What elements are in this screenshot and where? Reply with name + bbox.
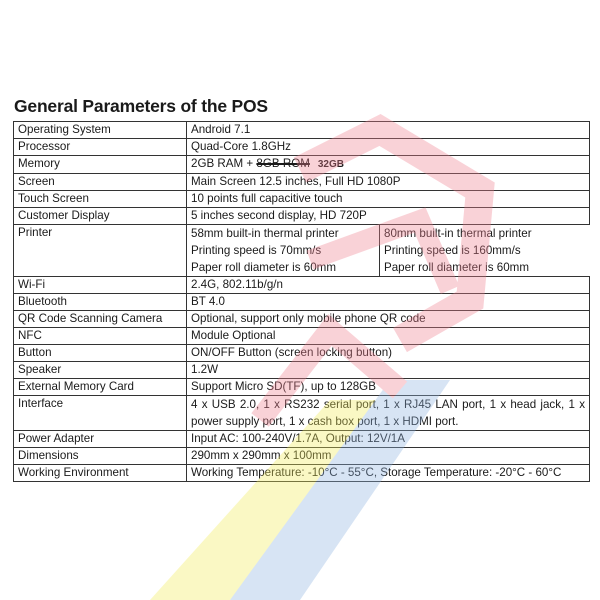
parameter-label: Working Environment <box>13 464 187 482</box>
table-row: Dimensions 290mm x 290mm x 100mm <box>13 447 590 465</box>
parameter-value: Input AC: 100-240V/1.7A, Output: 12V/1A <box>186 430 590 448</box>
table-row: Customer Display 5 inches second display,… <box>13 207 590 225</box>
table-row: Printer 58mm built-in thermal printer Prin… <box>13 224 590 277</box>
table-row: Speaker 1.2W <box>13 361 590 379</box>
parameter-value: 2.4G, 802.11b/g/n <box>186 276 590 294</box>
parameter-value: 58mm built-in thermal printer Printing sp… <box>187 225 590 277</box>
memory-value: 2GB RAM + <box>191 157 257 170</box>
parameter-value: 4 x USB 2.0, 1 x RS232 serial port, 1 x … <box>186 395 590 431</box>
parameter-value: Android 7.1 <box>186 121 590 139</box>
table-row: Screen Main Screen 12.5 inches, Full HD 1… <box>13 173 590 191</box>
page-title: General Parameters of the POS <box>14 96 268 116</box>
table-row: NFC Module Optional <box>13 327 590 345</box>
parameters-table: Operating System Android 7.1 Processor Quad… <box>13 121 590 482</box>
parameter-label: Customer Display <box>13 207 187 225</box>
parameter-value: 290mm x 290mm x 100mm <box>186 447 590 465</box>
parameter-value: Module Optional <box>186 327 590 345</box>
parameter-label: Power Adapter <box>13 430 187 448</box>
table-row: Power Adapter Input AC: 100-240V/1.7A, Ou… <box>13 430 590 448</box>
parameter-label: QR Code Scanning Camera <box>13 310 187 328</box>
struck-value: 8GB ROM <box>256 157 310 170</box>
parameter-value: Optional, support only mobile phone QR c… <box>186 310 590 328</box>
table-row: Operating System Android 7.1 <box>13 121 590 139</box>
corrected-value: 32GB <box>317 159 344 170</box>
printer-spec-line: 58mm built-in thermal printer <box>191 227 339 240</box>
table-row: Touch Screen 10 points full capacitive to… <box>13 190 590 208</box>
parameter-label: Dimensions <box>13 447 187 465</box>
table-row: Memory 2GB RAM + 8GB ROM 32GB <box>13 155 590 174</box>
parameter-label: Screen <box>13 173 187 191</box>
printer-spec-line: Printing speed is 160mm/s <box>384 244 521 257</box>
table-row: Wi-Fi 2.4G, 802.11b/g/n <box>13 276 590 294</box>
printer-spec-line: 80mm built-in thermal printer <box>384 227 532 240</box>
table-row: Processor Quad-Core 1.8GHz <box>13 138 590 156</box>
table-row: Interface 4 x USB 2.0, 1 x RS232 serial p… <box>13 395 590 431</box>
parameter-label: Printer <box>13 224 187 277</box>
parameter-value: Support Micro SD(TF), up to 128GB <box>186 378 590 396</box>
parameter-label: Speaker <box>13 361 187 379</box>
printer-spec-line: Paper roll diameter is 60mm <box>191 261 336 274</box>
parameter-label: Bluetooth <box>13 293 187 311</box>
parameter-value: 2GB RAM + 8GB ROM 32GB <box>186 155 590 174</box>
printer-spec-line: Printing speed is 70mm/s <box>191 244 322 257</box>
parameter-value: 5 inches second display, HD 720P <box>186 207 590 225</box>
parameter-label: External Memory Card <box>13 378 187 396</box>
printer-spec-line: Paper roll diameter is 60mm <box>384 261 529 274</box>
parameter-label: Wi-Fi <box>13 276 187 294</box>
table-row: External Memory Card Support Micro SD(TF)… <box>13 378 590 396</box>
parameter-label: Touch Screen <box>13 190 187 208</box>
parameter-value: Working Temperature: -10°C - 55°C, Stora… <box>186 464 590 482</box>
parameter-value: Main Screen 12.5 inches, Full HD 1080P <box>186 173 590 191</box>
parameter-label: Memory <box>13 155 187 174</box>
printer-option: 58mm built-in thermal printer Printing sp… <box>187 225 380 276</box>
parameter-value: Quad-Core 1.8GHz <box>186 138 590 156</box>
parameter-label: Processor <box>13 138 187 156</box>
parameter-label: Button <box>13 344 187 362</box>
parameter-value: ON/OFF Button (screen locking button) <box>186 344 590 362</box>
parameter-label: NFC <box>13 327 187 345</box>
table-row: Bluetooth BT 4.0 <box>13 293 590 311</box>
table-row: QR Code Scanning Camera Optional, support… <box>13 310 590 328</box>
parameter-value: BT 4.0 <box>186 293 590 311</box>
table-row: Button ON/OFF Button (screen locking butt… <box>13 344 590 362</box>
parameter-label: Operating System <box>13 121 187 139</box>
printer-option: 80mm built-in thermal printer Printing sp… <box>380 225 590 276</box>
parameter-label: Interface <box>13 395 187 431</box>
parameter-value: 10 points full capacitive touch <box>186 190 590 208</box>
table-row: Working Environment Working Temperature: … <box>13 464 590 482</box>
parameter-value: 1.2W <box>186 361 590 379</box>
